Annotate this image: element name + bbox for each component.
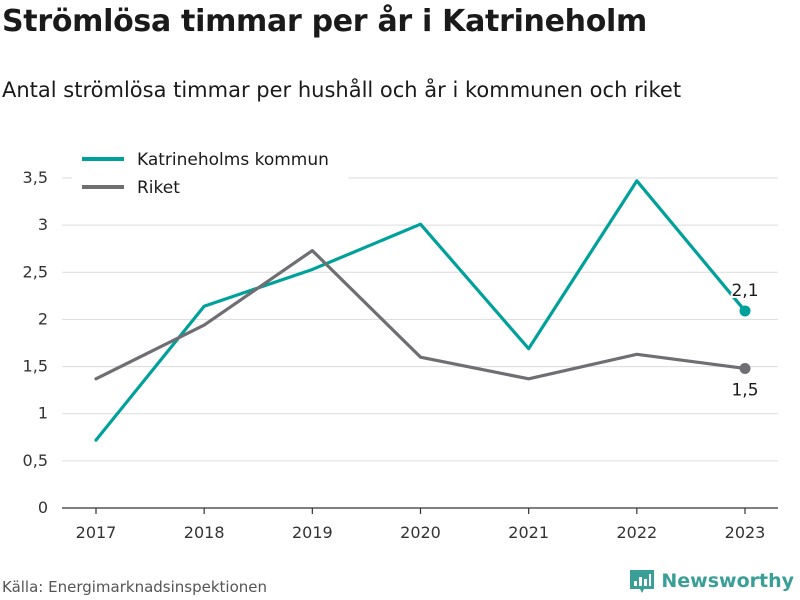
y-tick-label: 1,5 <box>23 357 48 376</box>
end-point-katrineholm <box>739 305 751 317</box>
chart-subtitle: Antal strömlösa timmar per hushåll och å… <box>2 78 682 102</box>
source-note: Källa: Energimarknadsinspektionen <box>2 578 268 596</box>
y-tick-label: 0 <box>38 498 48 517</box>
y-tick-label: 2,5 <box>23 262 48 281</box>
y-tick-label: 2 <box>38 309 48 328</box>
x-tick-label: 2019 <box>292 523 333 542</box>
end-label-katrineholm: 2,1 <box>731 281 758 301</box>
x-tick-label: 2017 <box>76 523 117 542</box>
brand-name: Newsworthy <box>661 570 794 592</box>
end-point-riket <box>739 362 751 374</box>
brand-logo: Newsworthy <box>629 568 794 594</box>
y-tick-label: 0,5 <box>23 451 48 470</box>
x-tick-label: 2022 <box>616 523 657 542</box>
y-tick-label: 1 <box>38 404 48 423</box>
chart-title: Strömlösa timmar per år i Katrineholm <box>2 4 647 39</box>
legend-box <box>72 145 348 205</box>
x-tick-label: 2020 <box>400 523 441 542</box>
bar-chart-logo-icon <box>630 570 655 593</box>
y-tick-label: 3,5 <box>23 168 48 187</box>
legend-label-katrineholm: Katrineholms kommun <box>137 150 329 170</box>
series-line-riket <box>94 249 747 381</box>
series-line-katrineholm <box>94 179 747 442</box>
legend-label-riket: Riket <box>137 178 180 198</box>
x-tick-label: 2018 <box>184 523 225 542</box>
end-label-riket: 1,5 <box>731 380 758 400</box>
y-tick-label: 3 <box>38 215 48 234</box>
x-tick-label: 2023 <box>725 523 766 542</box>
x-tick-label: 2021 <box>508 523 549 542</box>
